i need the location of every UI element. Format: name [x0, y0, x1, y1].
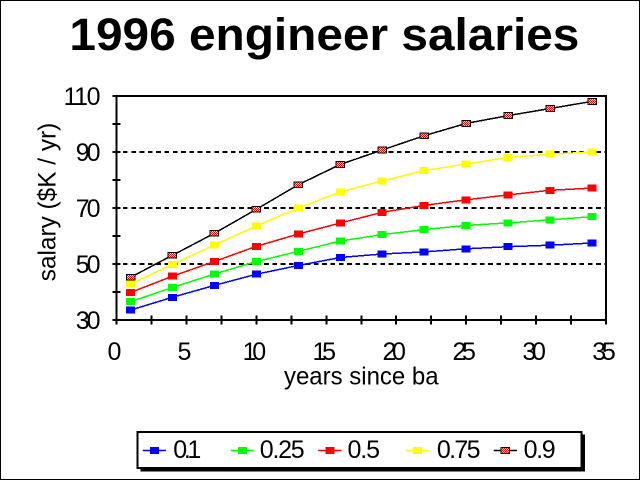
svg-text:50: 50 [76, 251, 101, 279]
svg-text:0: 0 [108, 338, 122, 366]
svg-text:10: 10 [243, 338, 267, 366]
svg-text:110: 110 [64, 83, 101, 111]
svg-text:90: 90 [76, 139, 101, 167]
svg-text:30: 30 [522, 338, 546, 366]
svg-text:0.1: 0.1 [173, 436, 201, 464]
svg-text:0.25: 0.25 [260, 436, 305, 464]
svg-text:25: 25 [452, 338, 476, 366]
svg-text:5: 5 [177, 338, 191, 366]
svg-text:35: 35 [592, 338, 616, 366]
svg-text:30: 30 [76, 307, 101, 335]
svg-text:70: 70 [76, 195, 101, 223]
svg-text:15: 15 [313, 338, 337, 366]
svg-text:0.75: 0.75 [437, 436, 481, 464]
svg-text:years since ba: years since ba [284, 363, 439, 391]
svg-text:0.5: 0.5 [348, 436, 381, 464]
svg-text:1996 engineer salaries: 1996 engineer salaries [69, 9, 579, 60]
svg-text:0.9: 0.9 [524, 436, 556, 464]
svg-text:20: 20 [382, 338, 406, 366]
svg-text:salary ($K / yr): salary ($K / yr) [34, 123, 62, 282]
